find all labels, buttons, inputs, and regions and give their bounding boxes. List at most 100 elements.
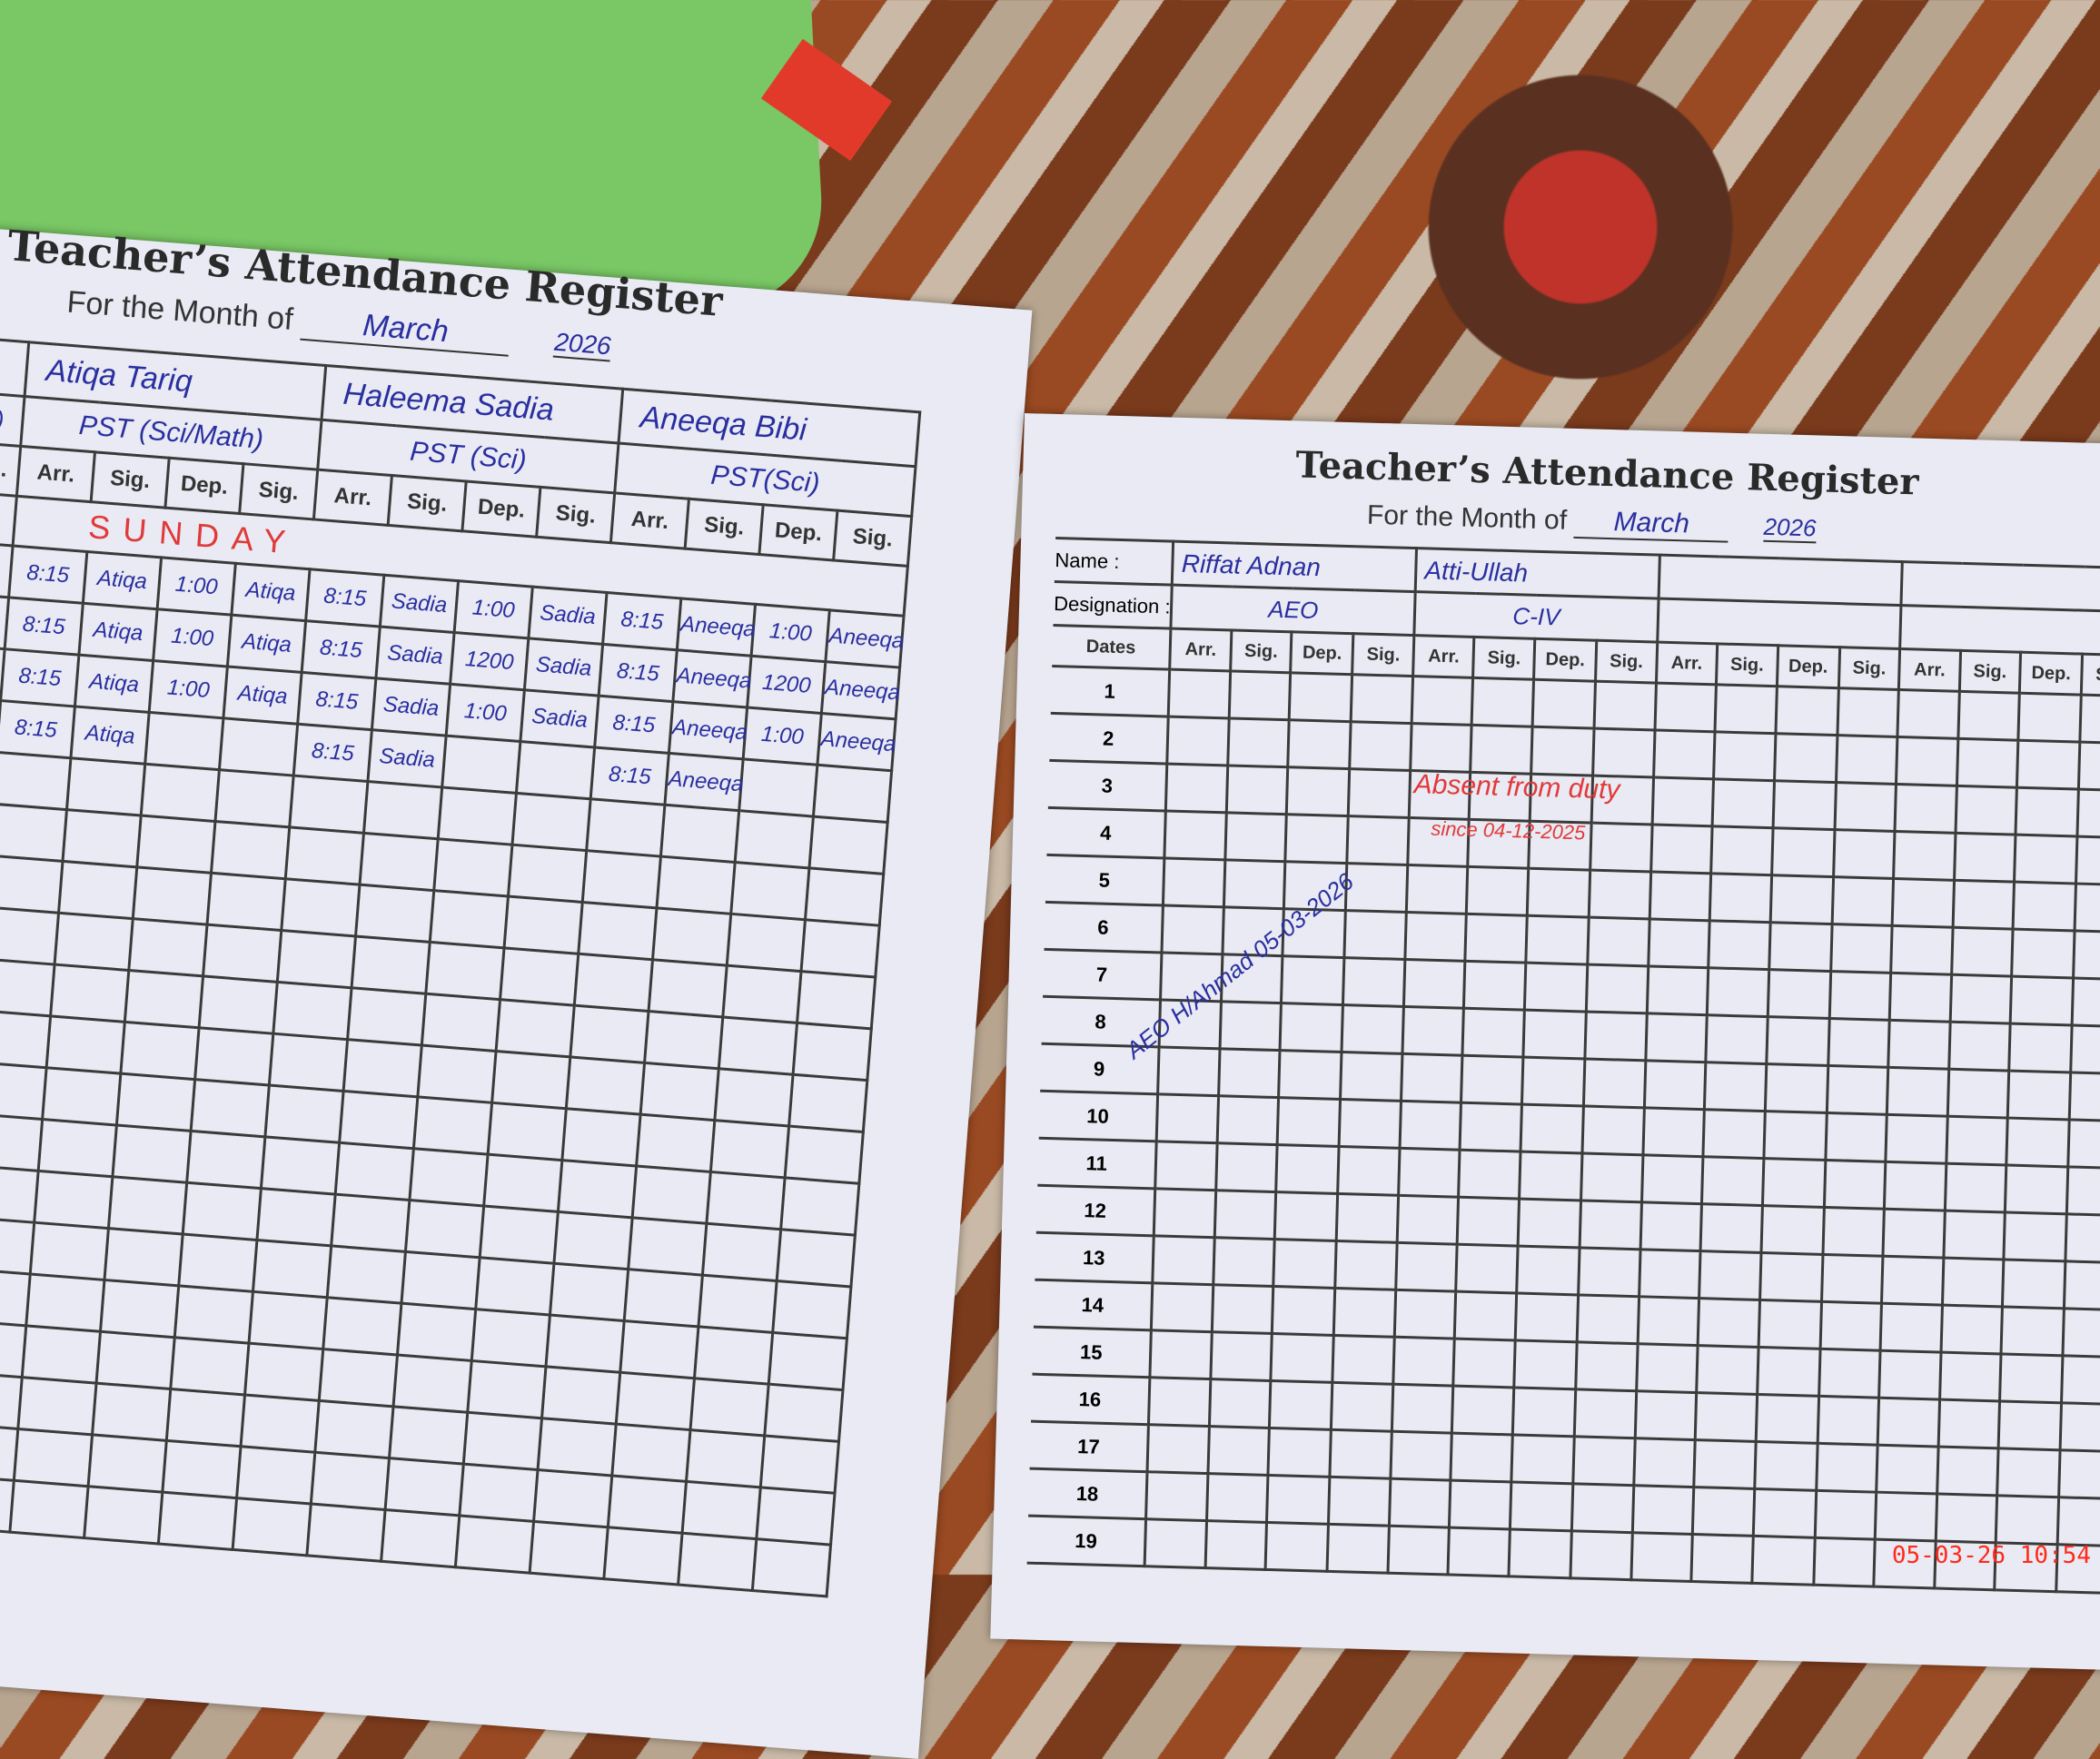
attendance-cell [1837, 687, 1899, 737]
attendance-cell [170, 1337, 250, 1395]
attendance-cell [128, 918, 208, 976]
attendance-cell [1272, 1286, 1336, 1336]
attendance-cell [1690, 1534, 1753, 1584]
attendance-cell [1639, 1249, 1701, 1299]
attendance-cell: Sadia [380, 575, 459, 633]
attendance-cell [211, 821, 290, 879]
attendance-cell [566, 1056, 645, 1115]
attendance-cell [425, 942, 505, 1000]
attendance-cell [1943, 1211, 2006, 1260]
attendance-cell [0, 804, 67, 862]
attendance-cell [640, 1062, 719, 1121]
attendance-cell [0, 906, 59, 965]
attendance-cell [1510, 1481, 1573, 1531]
attendance-cell [1937, 1399, 2000, 1448]
attendance-cell [1648, 918, 1710, 968]
attendance-cell [441, 736, 520, 794]
attendance-cell [1704, 1062, 1767, 1112]
attendance-cell: Aneeqa [669, 701, 748, 759]
attendance-cell [702, 1223, 781, 1281]
attendance-cell [430, 890, 509, 948]
attendance-cell: Aneeqa [665, 753, 744, 811]
attendance-cell [1592, 728, 1655, 777]
attendance-cell [1210, 1331, 1273, 1381]
attendance-cell [2065, 1213, 2100, 1263]
year-value: 2026 [553, 327, 612, 362]
attendance-cell [0, 1164, 39, 1223]
month-label: For the Month of [1366, 499, 1568, 536]
attendance-cell [632, 1166, 711, 1224]
absent-note: Absent from duty [1413, 769, 1620, 805]
attendance-cell [264, 1085, 344, 1143]
attendance-cell [586, 798, 666, 857]
right-page-title: Teacher’s Attendance Register [1294, 443, 1920, 504]
attendance-cell [92, 1383, 171, 1441]
attendance-cell [1752, 1488, 1817, 1538]
attendance-cell [1759, 1252, 1823, 1302]
date-number: 10 [1038, 1091, 1159, 1141]
attendance-cell [207, 873, 286, 931]
attendance-cell [1715, 684, 1778, 734]
attendance-cell [496, 999, 575, 1057]
attendance-cell [1392, 1384, 1454, 1434]
attendance-cell [1755, 1394, 1819, 1444]
column-header: Arr. [1170, 628, 1232, 671]
attendance-cell [813, 765, 892, 823]
attendance-cell [1834, 782, 1897, 832]
attendance-cell [417, 1045, 497, 1103]
attendance-cell [389, 1406, 468, 1465]
attendance-cell [136, 815, 215, 874]
attendance-cell [397, 1303, 476, 1361]
teacher-designation [1899, 605, 2100, 656]
teacher-name [1901, 561, 2100, 613]
attendance-cell [772, 1280, 852, 1339]
column-header: Arr. [1898, 648, 1961, 692]
attendance-cell [1215, 1142, 1278, 1192]
name-label: Name : [1054, 538, 1174, 586]
attendance-cell [657, 856, 736, 914]
attendance-cell: Aneeqa [825, 609, 905, 668]
attendance-cell [1693, 1439, 1756, 1489]
attendance-cell [1518, 1199, 1581, 1248]
attendance-cell [2004, 1211, 2067, 1261]
attendance-cell [1587, 917, 1649, 966]
attendance-cell [1328, 1477, 1392, 1527]
attendance-cell [1824, 1160, 1887, 1210]
attendance-cell [1758, 1299, 1822, 1349]
attendance-cell [1957, 691, 2020, 741]
attendance-cell [1937, 1447, 1999, 1496]
attendance-cell [1897, 689, 1959, 739]
attendance-cell [1453, 1339, 1516, 1388]
attendance-cell [158, 1492, 237, 1550]
attendance-cell [1768, 922, 1832, 972]
attendance-cell [100, 1280, 179, 1338]
attendance-cell: Atiqa [74, 655, 154, 713]
attendance-cell [1279, 1050, 1342, 1100]
attendance-cell [385, 1458, 464, 1516]
attendance-cell [1877, 1398, 1940, 1448]
attendance-cell [1817, 1396, 1879, 1446]
attendance-cell [1347, 815, 1410, 865]
absent-since: since 04-12-2025 [1431, 816, 1586, 845]
attendance-cell [108, 1176, 187, 1235]
attendance-cell [1342, 1004, 1404, 1054]
attendance-cell [1165, 764, 1228, 813]
attendance-cell [538, 1418, 617, 1476]
attendance-cell [780, 1177, 859, 1236]
column-header: Sig. [1958, 650, 2021, 694]
column-header: Sig. [536, 487, 615, 543]
attendance-cell [706, 1171, 786, 1230]
attendance-cell [1405, 912, 1467, 962]
attendance-cell [1516, 1246, 1580, 1295]
attendance-cell [1946, 1069, 2009, 1119]
column-header: Sig. [685, 499, 764, 555]
attendance-cell [1167, 716, 1229, 766]
attendance-cell [104, 1228, 183, 1286]
attendance-cell [1164, 811, 1227, 860]
attendance-cell: 8:15 [594, 696, 673, 754]
attendance-cell [1889, 973, 1952, 1023]
attendance-cell [331, 1194, 410, 1252]
attendance-cell [96, 1331, 175, 1389]
attendance-cell [1273, 1239, 1337, 1289]
attendance-cell [2008, 1023, 2073, 1072]
